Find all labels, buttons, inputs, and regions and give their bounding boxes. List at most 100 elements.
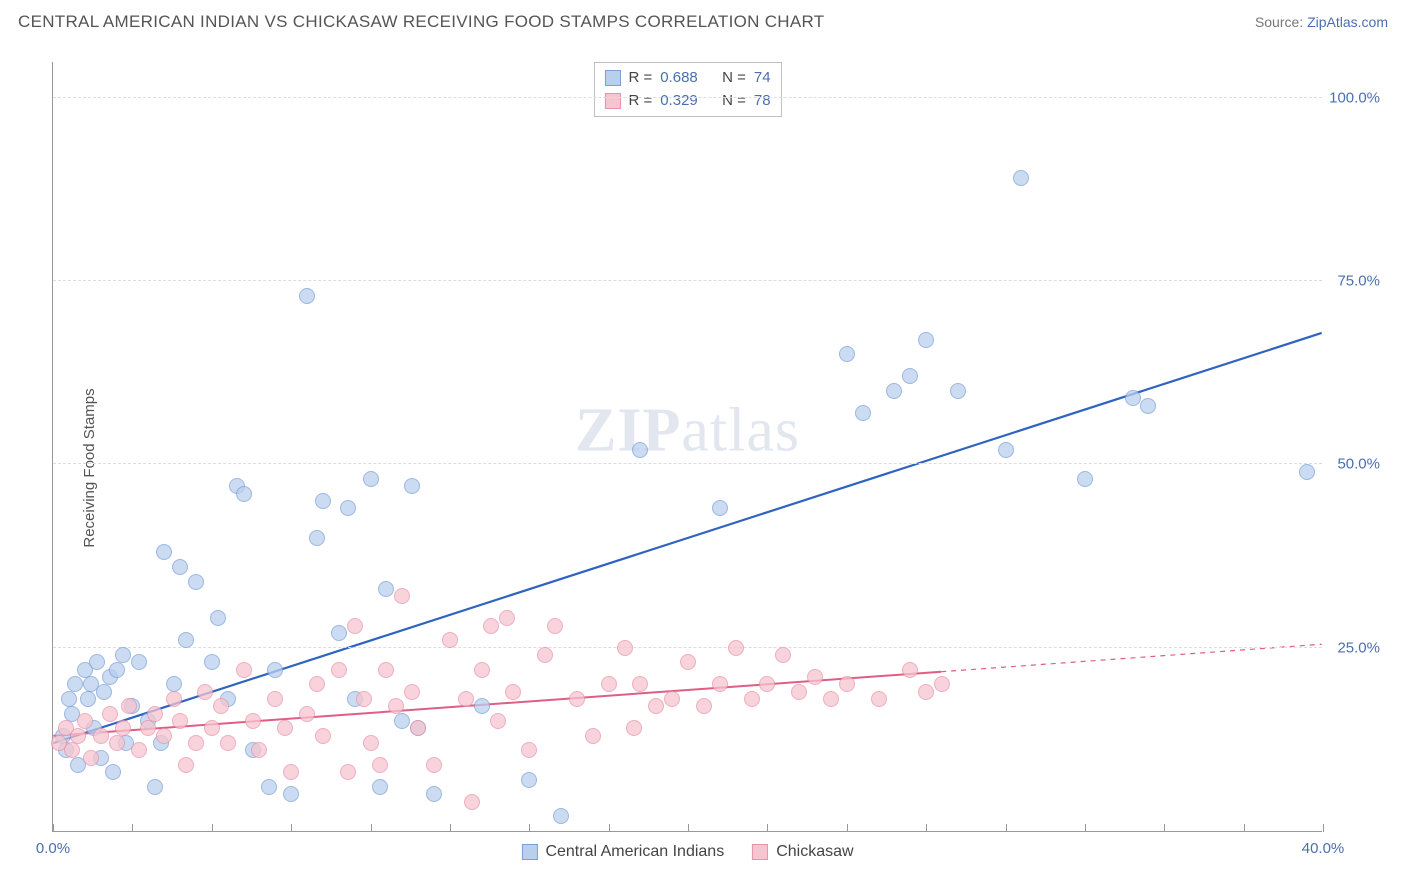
scatter-point-series-b — [442, 632, 458, 648]
scatter-point-series-b — [251, 742, 267, 758]
scatter-point-series-a — [340, 500, 356, 516]
scatter-point-series-b — [140, 720, 156, 736]
scatter-point-series-a — [1125, 390, 1141, 406]
y-tick-label: 100.0% — [1329, 89, 1380, 106]
scatter-point-series-b — [839, 676, 855, 692]
scatter-point-series-b — [299, 706, 315, 722]
scatter-point-series-b — [372, 757, 388, 773]
scatter-point-series-a — [156, 544, 172, 560]
x-tick — [767, 824, 768, 832]
scatter-point-series-b — [490, 713, 506, 729]
x-tick — [847, 824, 848, 832]
x-tick-label: 0.0% — [36, 840, 70, 857]
scatter-point-series-b — [147, 706, 163, 722]
scatter-point-series-a — [998, 442, 1014, 458]
scatter-point-series-b — [315, 728, 331, 744]
scatter-point-series-b — [93, 728, 109, 744]
x-tick — [1323, 824, 1324, 832]
scatter-point-series-b — [166, 691, 182, 707]
scatter-point-series-a — [1013, 170, 1029, 186]
scatter-point-series-b — [680, 654, 696, 670]
scatter-point-series-b — [404, 684, 420, 700]
scatter-point-series-a — [166, 676, 182, 692]
y-tick-label: 50.0% — [1337, 456, 1380, 473]
scatter-point-series-b — [64, 742, 80, 758]
scatter-point-series-b — [696, 698, 712, 714]
scatter-point-series-a — [331, 625, 347, 641]
scatter-point-series-b — [331, 662, 347, 678]
scatter-point-series-b — [569, 691, 585, 707]
scatter-point-series-a — [950, 383, 966, 399]
scatter-point-series-a — [283, 786, 299, 802]
scatter-point-series-b — [791, 684, 807, 700]
scatter-point-series-a — [315, 493, 331, 509]
gridline — [53, 97, 1322, 98]
scatter-point-series-b — [505, 684, 521, 700]
scatter-point-series-b — [378, 662, 394, 678]
scatter-point-series-a — [105, 764, 121, 780]
scatter-point-series-a — [80, 691, 96, 707]
scatter-point-series-b — [283, 764, 299, 780]
scatter-point-series-a — [109, 662, 125, 678]
scatter-point-series-a — [712, 500, 728, 516]
y-tick-label: 75.0% — [1337, 273, 1380, 290]
scatter-point-series-a — [855, 405, 871, 421]
scatter-point-series-b — [617, 640, 633, 656]
source-link[interactable]: ZipAtlas.com — [1307, 14, 1388, 30]
scatter-point-series-a — [372, 779, 388, 795]
legend-item-1: Chickasaw — [752, 843, 853, 861]
series-legend: Central American Indians Chickasaw — [521, 843, 853, 861]
stat-r-value: 0.688 — [660, 67, 698, 90]
scatter-point-series-b — [70, 728, 86, 744]
scatter-point-series-b — [388, 698, 404, 714]
source-attribution: Source: ZipAtlas.com — [1255, 14, 1388, 30]
gridline — [53, 647, 1322, 648]
scatter-point-series-a — [204, 654, 220, 670]
scatter-point-series-b — [156, 728, 172, 744]
scatter-point-series-a — [236, 486, 252, 502]
scatter-point-series-b — [245, 713, 261, 729]
scatter-point-series-b — [902, 662, 918, 678]
source-label: Source: — [1255, 14, 1303, 30]
x-tick — [1085, 824, 1086, 832]
x-tick — [450, 824, 451, 832]
x-tick — [1244, 824, 1245, 832]
scatter-point-series-a — [172, 559, 188, 575]
swatch-icon — [604, 93, 620, 109]
scatter-point-series-b — [347, 618, 363, 634]
x-tick — [688, 824, 689, 832]
scatter-point-series-b — [632, 676, 648, 692]
scatter-point-series-a — [299, 288, 315, 304]
x-tick — [609, 824, 610, 832]
gridline — [53, 280, 1322, 281]
scatter-point-series-a — [363, 471, 379, 487]
scatter-point-series-b — [807, 669, 823, 685]
scatter-point-series-b — [121, 698, 137, 714]
y-tick-label: 25.0% — [1337, 639, 1380, 656]
scatter-point-series-b — [267, 691, 283, 707]
x-tick — [529, 824, 530, 832]
scatter-point-series-a — [553, 808, 569, 824]
scatter-point-series-a — [474, 698, 490, 714]
scatter-point-series-b — [220, 735, 236, 751]
x-tick — [1164, 824, 1165, 832]
x-tick — [291, 824, 292, 832]
scatter-point-series-b — [410, 720, 426, 736]
scatter-point-series-b — [236, 662, 252, 678]
scatter-point-series-b — [728, 640, 744, 656]
scatter-point-series-a — [115, 647, 131, 663]
scatter-point-series-b — [664, 691, 680, 707]
scatter-point-series-a — [61, 691, 77, 707]
scatter-point-series-b — [759, 676, 775, 692]
scatter-point-series-b — [197, 684, 213, 700]
stat-n-label: N = — [722, 67, 746, 90]
chart-header: CENTRAL AMERICAN INDIAN VS CHICKASAW REC… — [0, 0, 1406, 40]
plot-area: ZIPatlas R = 0.688 N = 74 R = 0.329 N = … — [52, 62, 1322, 832]
scatter-point-series-a — [1140, 398, 1156, 414]
scatter-point-series-b — [712, 676, 728, 692]
stat-n-value: 78 — [754, 90, 771, 113]
scatter-point-series-b — [340, 764, 356, 780]
scatter-point-series-a — [378, 581, 394, 597]
scatter-point-series-b — [356, 691, 372, 707]
scatter-point-series-a — [839, 346, 855, 362]
